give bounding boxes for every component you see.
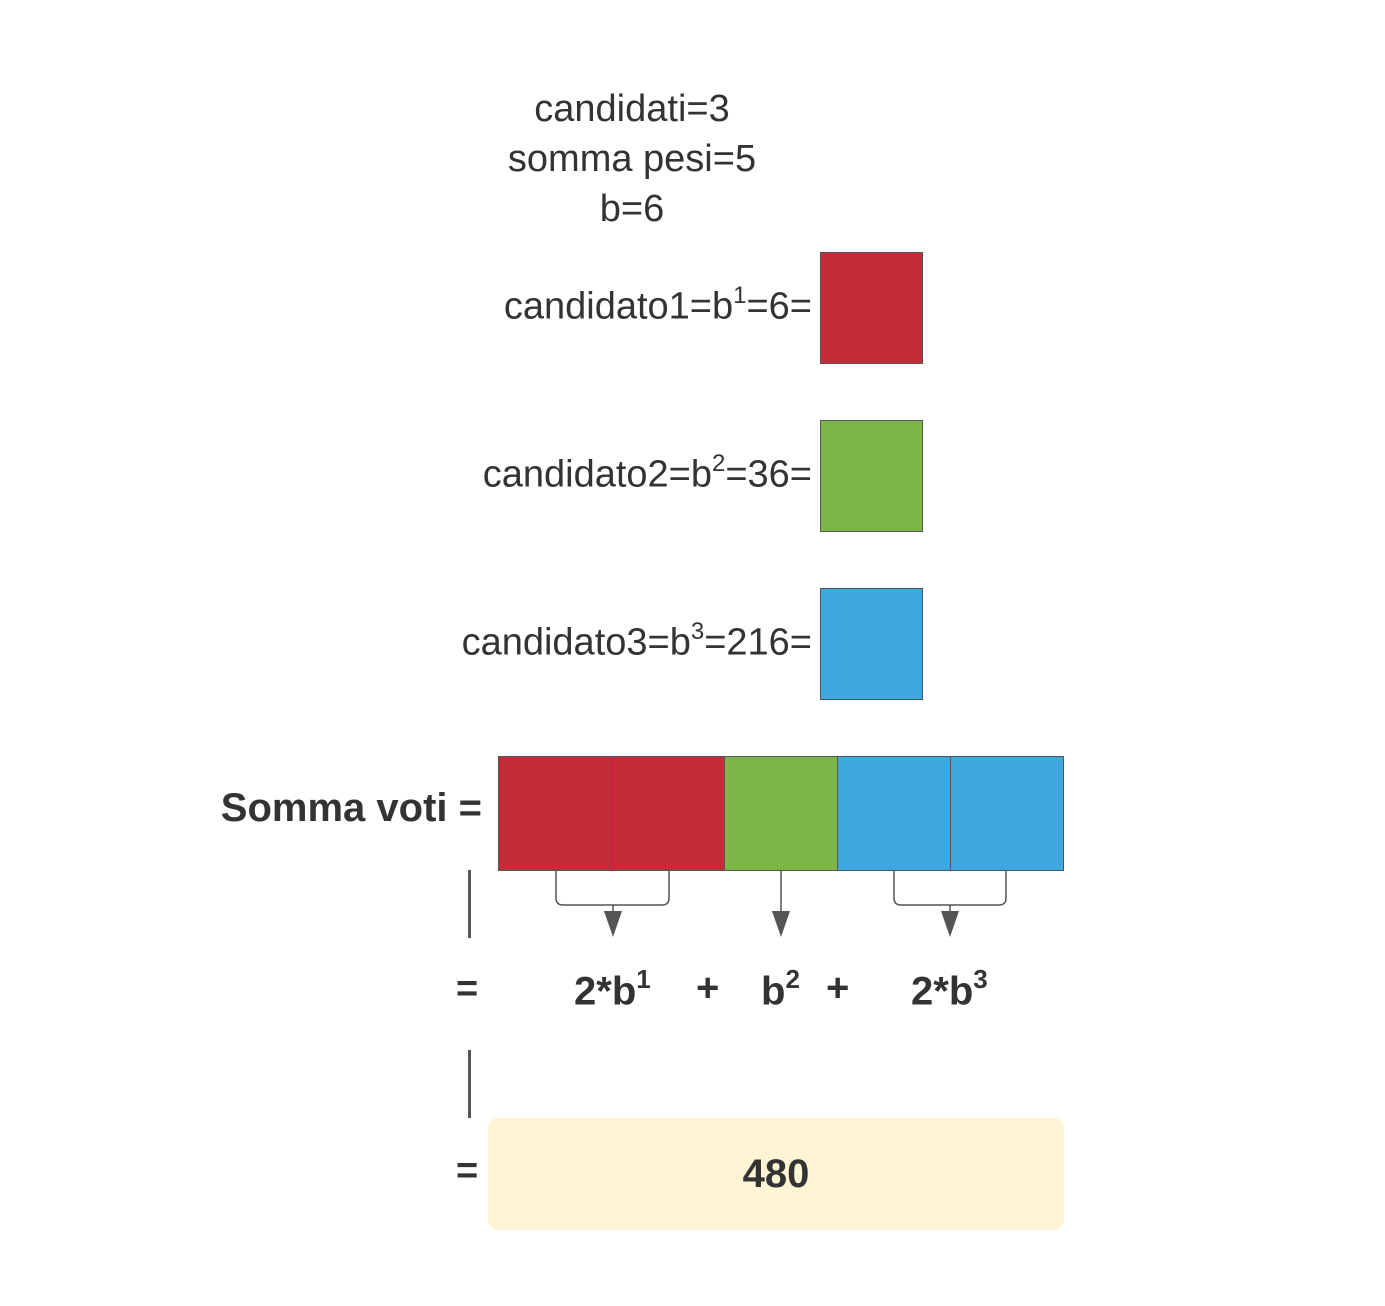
candidate-3-suffix: =216=: [704, 621, 812, 664]
candidate-2-label: candidato2=b2=36=: [0, 450, 812, 497]
vote-segment-5: [951, 757, 1063, 870]
term-green-exponent: 2: [785, 964, 800, 994]
candidate-1-label: candidato1=b1=6=: [0, 282, 812, 329]
term-red: 2*b1: [574, 964, 651, 1014]
sum-label: Somma voti =: [220, 786, 482, 830]
param-base: b=6: [599, 188, 665, 230]
vote-segment-1: [499, 757, 612, 870]
term-green: b2: [761, 964, 800, 1014]
arrow-green: [772, 911, 790, 937]
equals-sign-2: =: [456, 1150, 479, 1192]
vote-segment-3: [725, 757, 838, 870]
candidate-2-prefix: candidato2=b: [482, 453, 712, 496]
bracket-blue: [893, 871, 1007, 912]
arrow-blue: [941, 911, 959, 937]
plus-sign-1: +: [696, 966, 720, 1010]
param-weight-sum: somma pesi=5: [507, 138, 757, 180]
plus-sign-2: +: [826, 966, 850, 1010]
candidate-3-exponent: 3: [690, 618, 705, 645]
candidate-3-label: candidato3=b3=216=: [0, 618, 812, 665]
connector-line-2: [468, 1050, 471, 1118]
candidate-1-swatch: [820, 252, 923, 364]
candidate-1-exponent: 1: [733, 282, 747, 309]
connector-line-1: [468, 870, 471, 938]
candidate-3-swatch: [820, 588, 923, 700]
votes-bar: [498, 756, 1064, 871]
equals-sign-1: =: [456, 968, 479, 1010]
term-green-base: b: [761, 969, 786, 1014]
term-blue-exponent: 3: [973, 964, 988, 994]
candidate-2-suffix: =36=: [725, 453, 812, 496]
result-value: 480: [742, 1151, 810, 1196]
term-blue: 2*b3: [911, 964, 988, 1014]
param-candidates: candidati=3: [534, 88, 730, 130]
term-blue-base: 2*b: [911, 969, 974, 1014]
vote-segment-4: [838, 757, 951, 870]
term-red-base: 2*b: [574, 969, 637, 1014]
candidate-1-prefix: candidato1=b: [503, 285, 734, 328]
parameters-block: candidati=3 somma pesi=5 b=6: [432, 84, 832, 234]
term-red-exponent: 1: [636, 964, 651, 994]
bracket-red: [555, 871, 670, 912]
candidate-2-exponent: 2: [711, 450, 726, 477]
candidate-3-prefix: candidato3=b: [461, 621, 691, 664]
vote-segment-2: [612, 757, 725, 870]
candidate-1-suffix: =6=: [746, 285, 812, 328]
result-box: 480: [488, 1118, 1064, 1230]
arrow-red: [604, 911, 622, 937]
candidate-2-swatch: [820, 420, 923, 532]
